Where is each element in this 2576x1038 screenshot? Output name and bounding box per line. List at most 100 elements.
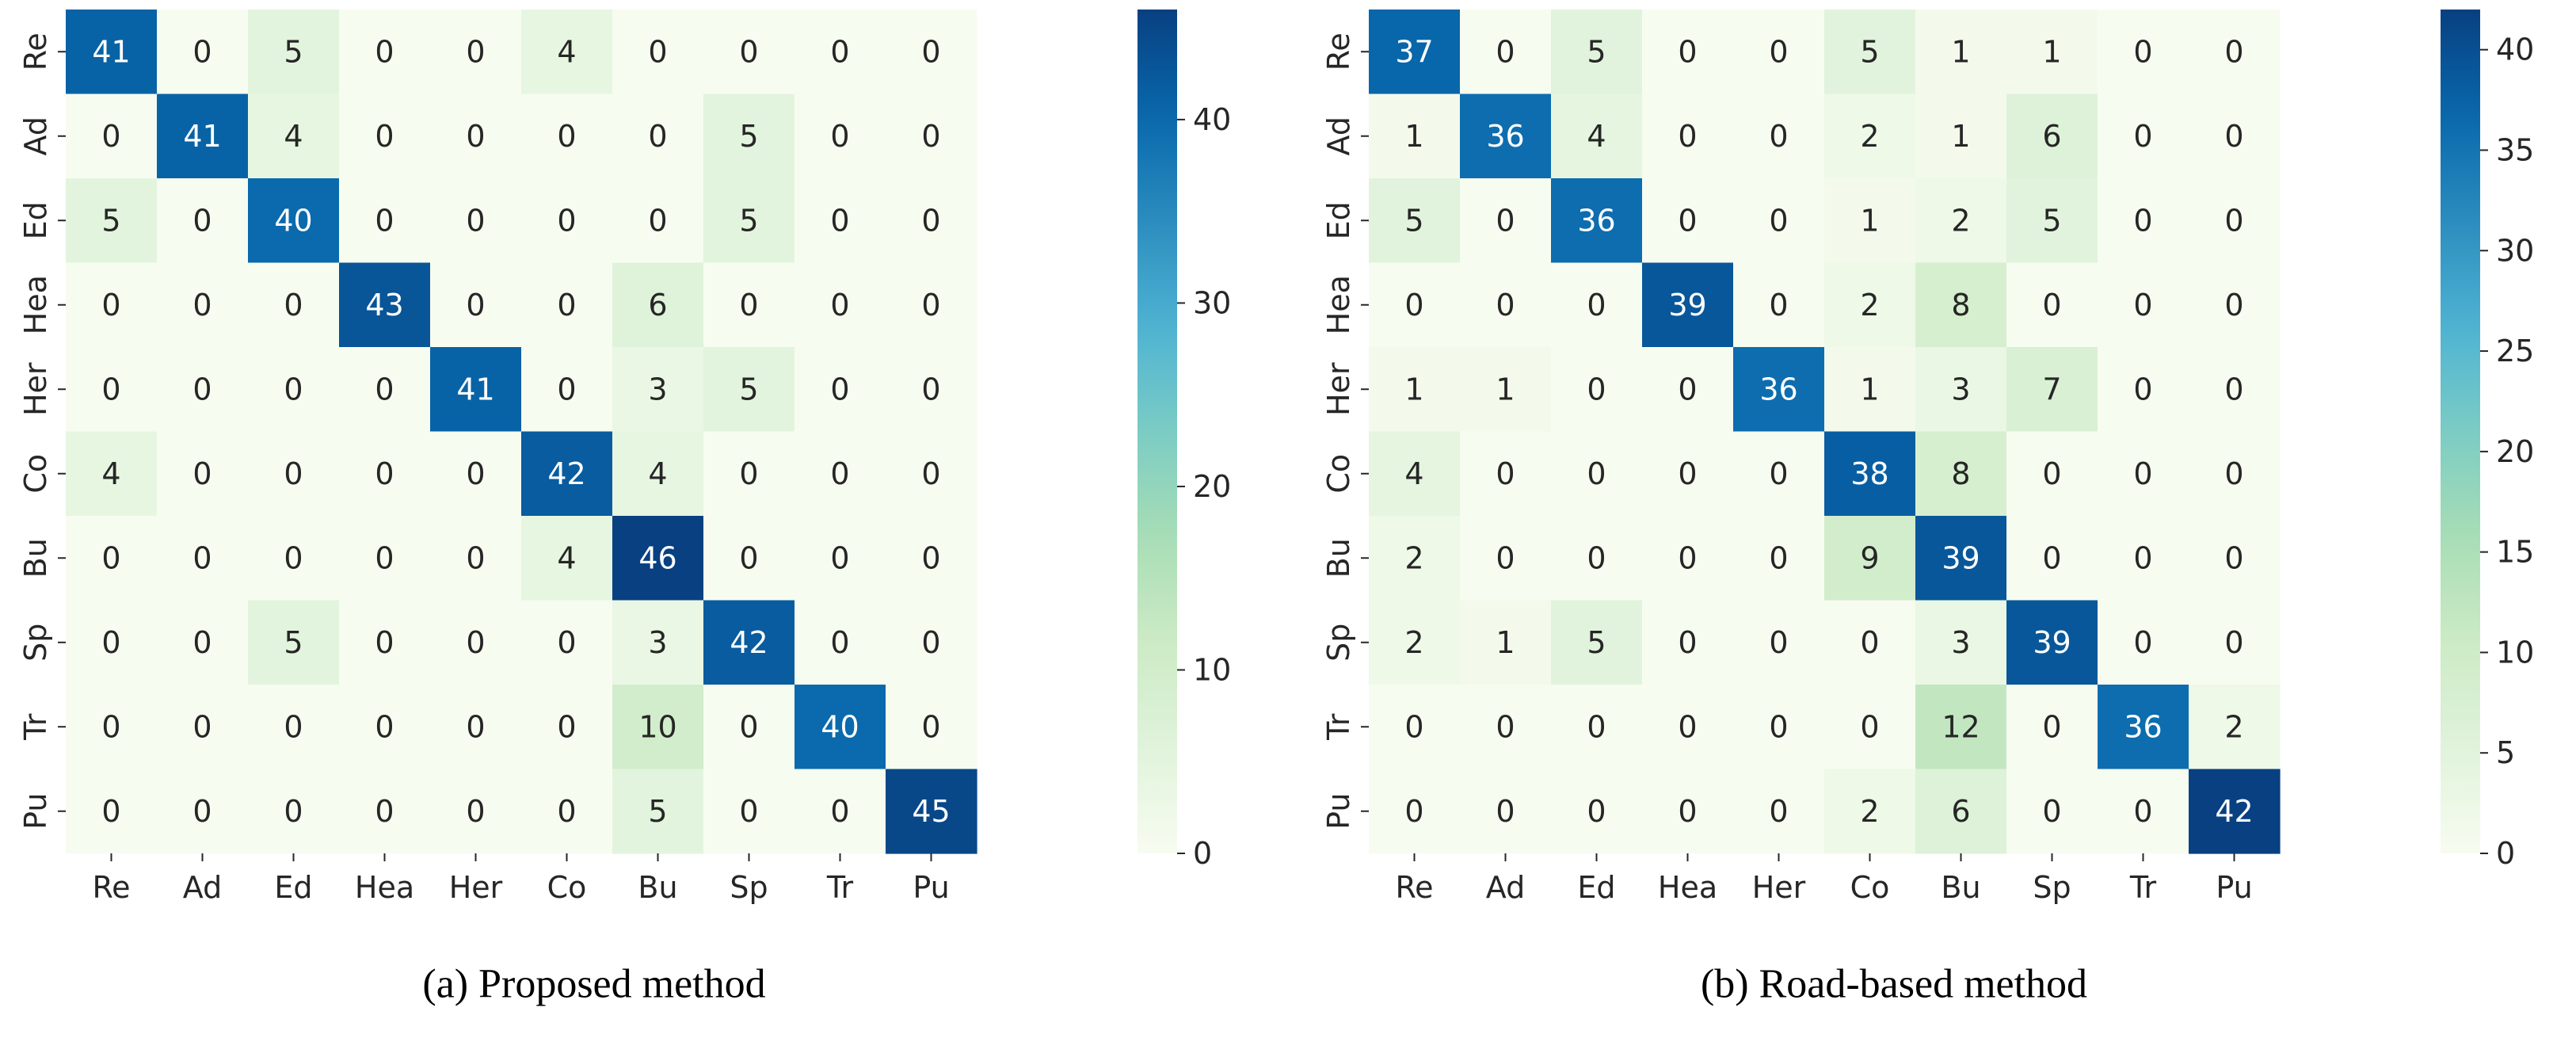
heatmap-cell-b-1-0 [1369,93,1461,179]
heatmap-cell-b-8-4 [1733,685,1825,770]
cell-value-label: 0 [1496,794,1515,829]
cell-value-label: 0 [1860,709,1879,744]
heatmap-cell-a-7-1 [157,600,249,685]
cell-value-label: 0 [2133,372,2152,406]
heatmap-cell-a-0-6 [612,10,704,95]
cell-value-label: 4 [1404,456,1423,491]
cell-value-label: 0 [2042,709,2061,744]
cell-value-label: 1 [1860,372,1879,406]
heatmap-cell-b-9-0 [1369,769,1461,854]
heatmap-cell-a-8-8 [795,685,886,770]
heatmap-cell-a-2-3 [339,178,431,264]
cell-value-label: 0 [375,119,394,154]
heatmap-cell-b-9-3 [1642,769,1734,854]
heatmap-cell-b-4-6 [1915,347,2007,433]
cell-value-label: 0 [375,203,394,238]
heatmap-cell-b-6-4 [1733,516,1825,601]
y-tick-label: Ed [18,201,53,239]
cell-value-label: 0 [1587,540,1606,575]
x-tick-label: Co [1850,870,1890,905]
cell-value-label: 5 [1860,34,1879,69]
x-tick-label: Tr [826,870,854,905]
heatmap-cell-a-8-1 [157,685,249,770]
x-tick-label: Ed [1577,870,1615,905]
cell-value-label: 0 [1496,540,1515,575]
panel-a-proposed-method: 41 0 5 0 0 4 0 0 0 00 41 4 0 0 0 0 5 0 05 0 40 0 0 0 0 5 0 00 0 0 43 0 0… [18,10,1231,1007]
y-tick-label: Hea [1321,275,1356,334]
heatmap-cell-b-6-5 [1824,516,1916,601]
heatmap-cell-a-8-6 [612,685,704,770]
cell-value-label: 0 [101,625,120,660]
cell-value-label: 3 [648,625,667,660]
cell-value-label: 0 [284,709,303,744]
heatmap-cell-a-5-3 [339,431,431,517]
cell-value-label: 3 [648,372,667,406]
heatmap-cell-b-0-6 [1915,10,2007,95]
cell-value-label: 0 [739,456,758,491]
cell-value-label: 0 [466,540,485,575]
cell-value-label: 0 [557,709,576,744]
cell-value-label: 0 [921,540,940,575]
cell-value-label: 42 [730,625,768,660]
cell-value-label: 0 [739,794,758,829]
heatmap-cell-a-4-6 [612,347,704,433]
y-tick-label: Bu [1321,538,1356,578]
heatmap-cell-a-2-5 [521,178,613,264]
figure-caption: (b) Road-based method [1701,962,2087,1007]
heatmap-cell-b-7-7 [2006,600,2098,685]
heatmap-cell-b-2-5 [1824,178,1916,264]
cell-value-label: 0 [2042,288,2061,322]
cell-value-label: 1 [1404,372,1423,406]
heatmap-cell-b-2-1 [1460,178,1552,264]
cell-value-label: 5 [284,625,303,660]
cell-value-label: 0 [2133,119,2152,154]
heatmap-cell-a-3-9 [886,262,977,348]
cell-value-label: 0 [2133,540,2152,575]
heatmap-cell-a-7-4 [430,600,522,685]
cell-value-label: 0 [2042,794,2061,829]
cell-value-label: 0 [2224,34,2243,69]
cell-value-label: 43 [365,288,403,322]
y-tick-label: Ad [18,116,53,155]
x-tick-label: Pu [2216,870,2252,905]
cell-value-label: 5 [101,203,120,238]
heatmap-cell-a-2-7 [703,178,795,264]
cell-value-label: 0 [830,794,849,829]
cell-value-label: 6 [2042,119,2061,154]
cell-value-label: 36 [1486,119,1524,154]
cell-value-label: 3 [1951,372,1970,406]
heatmap-cell-b-0-8 [2098,10,2189,95]
cell-value-label: 0 [2133,794,2152,829]
cell-value-label: 0 [284,288,303,322]
cell-value-label: 2 [1951,203,1970,238]
heatmap-cell-b-9-1 [1460,769,1552,854]
cell-value-label: 0 [1769,625,1788,660]
heatmap-cell-a-1-6 [612,93,704,179]
cell-value-label: 5 [1587,34,1606,69]
heatmap-cell-b-7-5 [1824,600,1916,685]
heatmap-cell-a-4-2 [248,347,340,433]
cell-value-label: 0 [192,456,211,491]
heatmap-cell-b-8-0 [1369,685,1461,770]
cell-value-label: 38 [1850,456,1888,491]
heatmap-cell-a-8-9 [886,685,977,770]
cell-value-label: 0 [830,119,849,154]
heatmap-cell-a-8-4 [430,685,522,770]
y-tick-label: Her [1321,362,1356,416]
colorbar [2441,10,2480,853]
heatmap-cell-b-2-2 [1551,178,1643,264]
heatmap-cell-a-6-3 [339,516,431,601]
heatmap-cell-b-5-3 [1642,431,1734,517]
cell-value-label: 1 [2042,34,2061,69]
heatmap-cell-b-4-1 [1460,347,1552,433]
heatmap-cell-a-3-5 [521,262,613,348]
heatmap-cell-b-6-2 [1551,516,1643,601]
cell-value-label: 0 [1587,372,1606,406]
heatmap-cell-b-2-7 [2006,178,2098,264]
heatmap-cell-b-6-8 [2098,516,2189,601]
cell-value-label: 8 [1951,288,1970,322]
heatmap-cell-b-1-1 [1460,93,1552,179]
heatmap-cell-b-4-9 [2189,347,2281,433]
heatmap-cell-a-1-1 [157,93,249,179]
heatmap-cell-b-0-9 [2189,10,2281,95]
